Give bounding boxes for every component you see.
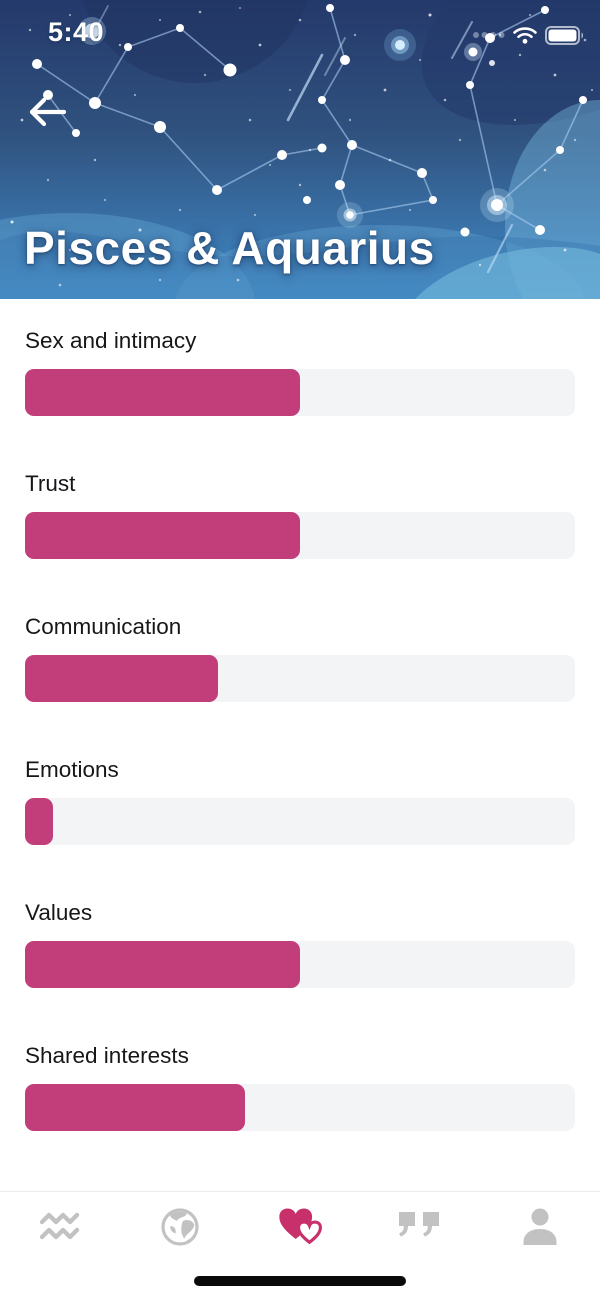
hearts-icon <box>279 1208 322 1245</box>
progress-fill <box>25 369 300 416</box>
progress-fill <box>25 1084 245 1131</box>
tab-zodiac[interactable] <box>0 1205 120 1249</box>
page-title: Pisces & Aquarius <box>24 222 435 274</box>
metric-label: Trust <box>25 471 76 496</box>
metric-section: Communication <box>25 615 575 702</box>
progress-track <box>25 512 575 559</box>
progress-fill <box>25 798 53 845</box>
progress-track <box>25 369 575 416</box>
metric-label: Emotions <box>25 757 119 782</box>
compatibility-metrics-list: Sex and intimacy Trust Communication Emo… <box>0 299 600 1131</box>
tab-profile[interactable] <box>480 1205 600 1249</box>
metric-section: Emotions <box>25 758 575 845</box>
metric-section: Shared interests <box>25 1044 575 1131</box>
bottom-tab-bar <box>0 1191 600 1299</box>
globe-icon <box>161 1208 199 1246</box>
wifi-icon <box>513 27 537 44</box>
metric-label: Values <box>25 900 93 925</box>
progress-fill <box>25 655 218 702</box>
person-icon <box>523 1208 557 1245</box>
metric-section: Trust <box>25 472 575 559</box>
tab-compatibility[interactable] <box>240 1204 360 1250</box>
progress-fill <box>25 941 300 988</box>
status-bar-icons <box>471 25 585 45</box>
starry-sky-illustration <box>0 0 600 299</box>
metric-label: Sex and intimacy <box>25 328 197 353</box>
quotes-icon <box>399 1212 439 1237</box>
progress-track <box>25 798 575 845</box>
progress-track <box>25 655 575 702</box>
home-indicator[interactable] <box>194 1276 406 1286</box>
metric-label: Shared interests <box>25 1043 189 1068</box>
tab-world[interactable] <box>120 1203 240 1251</box>
metric-label: Communication <box>25 614 182 639</box>
metric-section: Values <box>25 901 575 988</box>
progress-track <box>25 1084 575 1131</box>
status-bar-time: 5:40 <box>48 17 105 47</box>
tab-row <box>0 1192 600 1262</box>
metric-section: Sex and intimacy <box>25 329 575 416</box>
cellular-signal-icon <box>473 32 505 38</box>
progress-track <box>25 941 575 988</box>
tab-quotes[interactable] <box>360 1210 480 1244</box>
progress-fill <box>25 512 300 559</box>
battery-icon <box>545 25 583 45</box>
aquarius-icon <box>39 1212 80 1240</box>
header-banner: 5:40 <box>0 0 600 299</box>
back-arrow-icon <box>29 97 67 127</box>
back-button[interactable] <box>24 90 68 134</box>
